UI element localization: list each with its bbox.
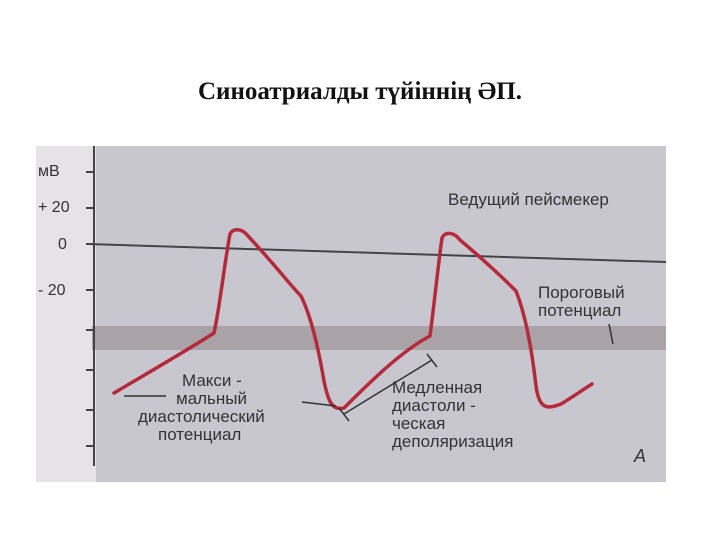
- y-tick-label-zero: 0: [58, 236, 67, 253]
- y-unit-label: мВ: [38, 163, 60, 180]
- slow-depol-label-line1: Медленная: [392, 378, 482, 397]
- slow-depol-label-line3: ческая: [392, 414, 445, 433]
- axis-strip: [36, 146, 96, 482]
- y-tick-label-minus20: - 20: [38, 282, 66, 299]
- slow-depol-label-line2: диастоли -: [392, 396, 476, 415]
- action-potential-diagram: мВ + 20 0 - 20 Ведущий пейсмекер Порогов…: [36, 146, 667, 482]
- max-diastolic-label-line3: диастолический: [138, 407, 265, 426]
- max-diastolic-label-line1: Макси -: [182, 371, 242, 390]
- action-potential-trace: [112, 228, 594, 411]
- y-axis-ticks: [86, 171, 94, 447]
- max-diastolic-label-line2: мальный: [176, 389, 247, 408]
- page-title: Синоатриалды түйіннің ӘП.: [198, 78, 522, 105]
- y-tick-label-plus20: + 20: [38, 199, 70, 216]
- threshold-label-line1: Пороговый: [538, 283, 625, 302]
- threshold-label-line2: потенциал: [538, 301, 621, 320]
- slow-depol-label-line4: деполяризация: [392, 432, 513, 451]
- max-diastolic-pointer-right: [301, 401, 337, 407]
- threshold-pointer: [608, 323, 614, 345]
- zero-line: [87, 243, 667, 263]
- slow-depol-bracket: [338, 353, 438, 422]
- diagram-background: [36, 146, 666, 482]
- max-diastolic-label-line4: потенциал: [158, 425, 241, 444]
- panel-letter: А: [633, 446, 646, 466]
- diagram-svg: мВ + 20 0 - 20 Ведущий пейсмекер Порогов…: [36, 146, 667, 482]
- pacemaker-label: Ведущий пейсмекер: [448, 190, 609, 209]
- threshold-band: [92, 326, 666, 350]
